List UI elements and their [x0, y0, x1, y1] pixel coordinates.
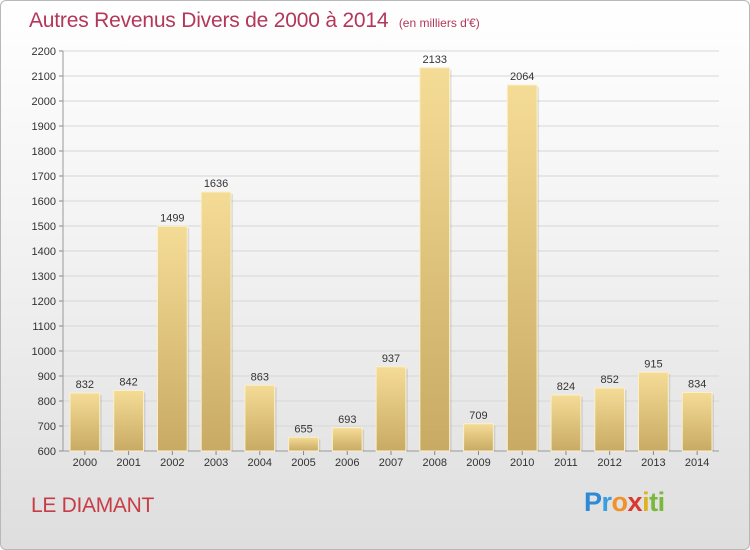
y-tick-label: 2200	[32, 46, 56, 58]
x-tick-label: 2012	[597, 457, 621, 469]
x-tick-label: 2001	[116, 457, 140, 469]
bar	[375, 366, 407, 452]
y-tick-label: 1700	[32, 171, 56, 183]
x-tick-label: 2002	[160, 457, 184, 469]
y-tick-label: 1600	[32, 196, 56, 208]
y-tick-label: 1100	[32, 321, 56, 333]
bar	[681, 392, 713, 452]
y-tick-label: 1500	[32, 221, 56, 233]
x-tick-label: 2014	[685, 457, 709, 469]
bar	[156, 225, 188, 452]
y-tick-label: 1900	[32, 121, 56, 133]
bar	[331, 427, 363, 452]
bar-value-label: 2064	[510, 71, 534, 83]
x-tick-label: 2013	[641, 457, 665, 469]
bar	[638, 371, 669, 452]
y-tick-label: 600	[38, 446, 56, 458]
bar-value-label: 655	[294, 423, 312, 435]
chart-title-row: Autres Revenus Divers de 2000 à 2014 (en…	[29, 9, 480, 33]
bar-value-label: 937	[382, 353, 400, 365]
x-tick-label: 2009	[466, 457, 490, 469]
bar	[244, 384, 276, 452]
y-tick-label: 1400	[32, 246, 56, 258]
logo-letter: x	[627, 487, 643, 517]
bar-value-label: 824	[557, 381, 575, 393]
bar	[69, 392, 101, 452]
logo-letter: ti	[649, 487, 665, 517]
y-tick-label: 2000	[32, 96, 56, 108]
proxiti-logo[interactable]: Proxiti	[584, 487, 665, 518]
y-tick-label: 900	[38, 371, 56, 383]
x-tick-label: 2008	[422, 457, 446, 469]
y-tick-label: 1200	[32, 296, 56, 308]
logo-letter: r	[601, 487, 613, 517]
bar-value-label: 852	[600, 374, 618, 386]
x-tick-label: 2011	[554, 457, 578, 469]
x-tick-label: 2005	[291, 457, 315, 469]
bar-value-label: 863	[251, 371, 269, 383]
bar-value-label: 832	[76, 379, 94, 391]
bar-value-label: 842	[119, 377, 137, 389]
bar	[550, 394, 582, 452]
x-tick-label: 2004	[248, 457, 272, 469]
chart-title: Autres Revenus Divers de 2000 à 2014	[29, 9, 389, 32]
y-tick-label: 800	[38, 396, 56, 408]
x-tick-label: 2007	[379, 457, 403, 469]
bar	[113, 390, 144, 452]
y-tick-label: 700	[38, 421, 56, 433]
bar-value-label: 693	[338, 414, 356, 426]
x-tick-label: 2000	[73, 457, 97, 469]
y-tick-label: 1800	[32, 146, 56, 158]
bar-value-label: 1499	[160, 212, 184, 224]
bar-value-label: 709	[469, 410, 487, 422]
bar	[506, 84, 538, 452]
y-tick-label: 1300	[32, 271, 56, 283]
bar	[419, 67, 451, 452]
logo-letter: o	[611, 487, 629, 517]
bar	[594, 387, 626, 452]
y-tick-label: 2100	[32, 71, 56, 83]
y-tick-label: 1000	[32, 346, 56, 358]
chart-unit: (en milliers d'€)	[398, 16, 480, 30]
x-tick-label: 2010	[510, 457, 534, 469]
logo-letter: i	[642, 487, 650, 517]
bar-value-label: 2133	[422, 54, 446, 66]
city-name: LE DIAMANT	[31, 494, 155, 517]
bar-value-label: 1636	[204, 178, 228, 190]
bar-value-label: 915	[644, 358, 662, 370]
logo-letter: P	[584, 487, 602, 517]
bar-value-label: 834	[688, 379, 706, 391]
x-tick-label: 2003	[204, 457, 228, 469]
bar	[463, 423, 494, 452]
bar	[200, 191, 232, 452]
bar	[288, 436, 319, 452]
x-tick-label: 2006	[335, 457, 359, 469]
